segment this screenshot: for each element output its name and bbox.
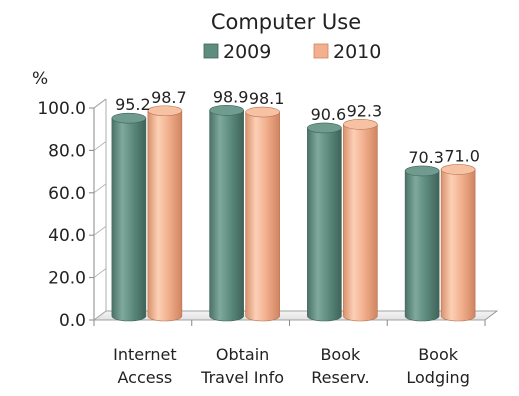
data-label: 95.2 bbox=[115, 95, 151, 114]
data-label: 98.9 bbox=[213, 87, 249, 106]
bar-body bbox=[245, 111, 280, 322]
y-tick-label: 100.0 bbox=[37, 99, 86, 119]
y-tick-label: 20.0 bbox=[48, 269, 86, 289]
bar-2009-0 bbox=[111, 112, 147, 322]
bar-2009-3 bbox=[404, 165, 440, 322]
bar-top bbox=[440, 164, 476, 175]
bar-2010-3 bbox=[440, 164, 476, 322]
data-label: 98.1 bbox=[249, 89, 285, 108]
bar-top bbox=[209, 105, 244, 116]
axes: 0.0 20.0 40.0 60.0 80.0 100.0 bbox=[37, 98, 499, 331]
legend: 2009 2010 bbox=[203, 41, 381, 63]
category-label: Book Reserv. bbox=[311, 345, 369, 387]
data-labels: 95.2 98.7 98.9 98.1 90.6 92.3 70.3 71.0 bbox=[115, 87, 480, 167]
y-tick-depth bbox=[93, 141, 107, 151]
bar-top bbox=[111, 112, 147, 124]
category-labels: Internet Access Obtain Travel Info Book Reser… bbox=[113, 345, 470, 387]
legend-swatch-2009 bbox=[203, 43, 219, 59]
legend-swatch-2010 bbox=[313, 43, 329, 59]
y-tick-label: 80.0 bbox=[48, 141, 86, 161]
legend-label-2009: 2009 bbox=[223, 41, 271, 63]
y-tick-depth bbox=[93, 183, 107, 194]
bar-2010-0 bbox=[147, 105, 183, 322]
category-label: Internet Access bbox=[113, 345, 177, 387]
bar-top bbox=[245, 106, 280, 118]
bar-body bbox=[147, 110, 183, 322]
data-label: 92.3 bbox=[347, 101, 383, 120]
y-tick-depth bbox=[93, 98, 107, 109]
y-tick-label: 40.0 bbox=[48, 226, 86, 246]
data-label: 71.0 bbox=[444, 146, 480, 165]
bar-2010-2 bbox=[343, 119, 378, 322]
y-tick-depth bbox=[93, 225, 107, 236]
bar-top bbox=[147, 105, 183, 117]
bar-top bbox=[307, 122, 342, 134]
bar-body bbox=[111, 117, 147, 322]
chart-title: Computer Use bbox=[211, 10, 361, 34]
bar-body bbox=[343, 124, 378, 322]
y-axis-unit-label: % bbox=[32, 69, 48, 89]
bars bbox=[111, 105, 476, 322]
bar-body bbox=[404, 170, 440, 322]
y-tick-label: 60.0 bbox=[48, 184, 86, 204]
category-label: Obtain Travel Info bbox=[200, 345, 284, 387]
bar-top bbox=[343, 119, 378, 130]
bar-body bbox=[209, 110, 244, 322]
plot-back-wall bbox=[106, 99, 497, 311]
y-tick-label: 0.0 bbox=[59, 311, 86, 331]
y-tick-depth bbox=[93, 268, 107, 278]
data-label: 70.3 bbox=[408, 148, 444, 167]
y-tick-depth bbox=[93, 310, 107, 321]
data-label: 98.7 bbox=[151, 88, 187, 107]
data-label: 90.6 bbox=[311, 105, 347, 124]
bar-2009-1 bbox=[209, 105, 244, 322]
bar-body bbox=[307, 127, 342, 322]
category-label: Book Lodging bbox=[406, 345, 469, 387]
bar-2009-2 bbox=[307, 122, 342, 322]
bar-top bbox=[404, 165, 440, 177]
bar-2010-1 bbox=[245, 106, 280, 322]
legend-label-2010: 2010 bbox=[333, 41, 381, 63]
bar-body bbox=[440, 169, 476, 322]
